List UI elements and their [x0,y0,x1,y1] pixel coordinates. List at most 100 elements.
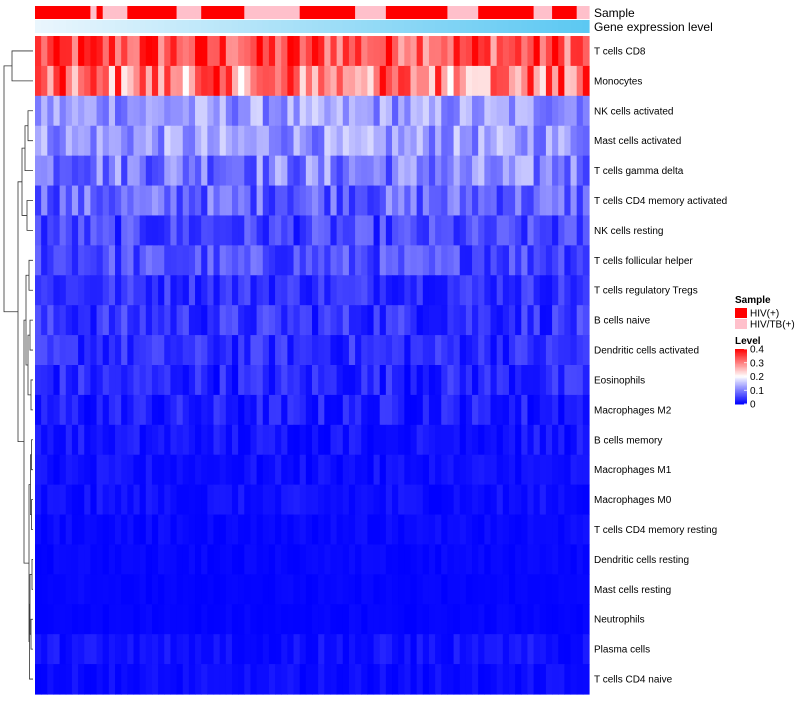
heatmap-cell [312,155,319,187]
heatmap-cell [361,215,368,246]
heatmap-cell [564,95,572,127]
heatmap-cell [244,245,252,276]
heatmap-cell [342,125,350,157]
heatmap-cell [539,365,547,396]
heatmap-cell [127,305,135,336]
heatmap-cell [275,185,282,217]
heatmap-cell [465,424,473,456]
heatmap-cell [244,275,252,306]
heatmap-cell [299,365,307,396]
level-colorbar-segment [735,391,747,394]
heatmap-cell [521,215,529,246]
heatmap-cell [305,484,313,516]
heatmap-cell [312,215,319,246]
heatmap-cell [361,275,368,306]
heatmap-cell [115,36,122,67]
heatmap-cell [453,335,461,366]
heatmap-cell [385,215,393,246]
heatmap-cell [367,394,375,426]
heatmap-cell [459,185,467,217]
heatmap-cell [145,245,153,276]
heatmap-cell [312,365,319,396]
heatmap-cell [121,155,128,187]
heatmap-cell [244,394,252,426]
heatmap-cell [373,36,381,67]
heatmap-cell [576,275,584,306]
heatmap-cell [96,36,104,67]
heatmap-cell [151,65,159,97]
heatmap-cell [472,454,479,486]
heatmap-cell [330,544,338,575]
gene-expression-annotation-cell [170,20,178,33]
heatmap-cell [84,424,91,456]
row-label: Monocytes [594,76,642,87]
heatmap-cell [527,424,535,456]
gene-expression-annotation-cell [515,20,522,33]
heatmap-cell [84,215,91,246]
heatmap-cell [342,305,350,336]
heatmap-cell [225,454,233,486]
heatmap-cell [539,664,547,695]
gene-expression-annotation-cell [127,20,135,33]
heatmap-cell [182,634,190,665]
heatmap-cell [250,664,258,695]
heatmap-cell [238,365,245,396]
gene-expression-annotation-cell [342,20,350,33]
level-colorbar-segment [735,390,747,393]
heatmap-cell [472,36,479,67]
heatmap-cell [84,664,91,695]
heatmap-cell [299,634,307,665]
heatmap-cell [348,335,356,366]
heatmap-cell [410,514,418,546]
heatmap-cell [385,245,393,276]
heatmap-cell [373,634,381,665]
heatmap-cell [305,454,313,486]
heatmap-cell [465,305,473,336]
heatmap-cell [367,185,375,217]
heatmap-cell [287,574,295,605]
heatmap-cell [78,36,85,67]
heatmap-cell [293,574,301,605]
heatmap-cell [219,125,227,157]
sample-annotation-cell [299,6,307,19]
heatmap-cell [416,275,424,306]
heatmap-cell [508,245,516,276]
gene-expression-annotation-cell [552,20,559,33]
heatmap-cell [533,95,541,127]
heatmap-cell [459,544,467,575]
heatmap-cell [398,634,405,665]
heatmap-cell [96,544,104,575]
heatmap-cell [188,424,196,456]
heatmap-cell [496,664,504,695]
gene-expression-annotation-cell [158,20,165,33]
heatmap-cell [238,245,245,276]
heatmap-cell [182,36,190,67]
heatmap-cell [231,454,239,486]
heatmap-cell [231,215,239,246]
heatmap-cell [145,634,153,665]
heatmap-cell [305,275,313,306]
heatmap-cell [582,125,590,157]
heatmap-cell [201,335,208,366]
sample-annotation-cell [59,6,67,19]
heatmap-cell [324,215,332,246]
heatmap-cell [465,245,473,276]
heatmap-cell [348,634,356,665]
heatmap-cell [78,215,85,246]
heatmap-cell [176,245,184,276]
row-label: Mast cells resting [594,585,671,596]
heatmap-cell [158,305,165,336]
heatmap-cell [404,36,412,67]
heatmap-cell [447,454,455,486]
heatmap-cell [47,365,55,396]
heatmap-cell [564,454,572,486]
heatmap-cell [552,305,559,336]
heatmap-cell [385,634,393,665]
heatmap-cell [244,155,252,187]
heatmap-cell [225,574,233,605]
gene-expression-annotation-cell [465,20,473,33]
heatmap-cell [299,125,307,157]
sample-annotation-cell [379,6,387,19]
sample-annotation-cell [342,6,350,19]
heatmap-cell [552,634,559,665]
